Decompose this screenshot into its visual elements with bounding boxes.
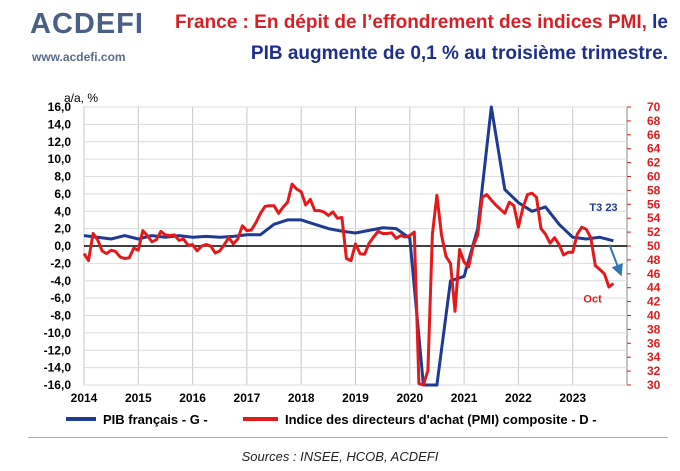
left-tick-label: 12,0 [48, 135, 72, 149]
right-tick-label: 64 [647, 142, 661, 156]
left-tick-label: -4,0 [50, 274, 71, 288]
right-tick-label: 32 [647, 364, 661, 378]
left-tick-label: -12,0 [44, 343, 72, 357]
footer-divider [28, 437, 668, 438]
trend-arrow-icon [608, 244, 623, 277]
right-tick-label: 58 [647, 183, 661, 197]
left-tick-label: 6,0 [54, 187, 71, 201]
x-tick-label: 2014 [71, 391, 98, 405]
left-tick-label: 0,0 [54, 239, 71, 253]
right-tick-label: 66 [647, 128, 661, 142]
left-tick-label: -8,0 [50, 309, 71, 323]
annotation-gdp-last: T3 23 [589, 202, 617, 214]
right-tick-label: 40 [647, 309, 661, 323]
right-tick-label: 54 [647, 211, 661, 225]
page-title-line1: France : En dépit de l’effondrement des … [175, 12, 668, 34]
right-tick-label: 44 [647, 281, 661, 295]
acdefi-logo: ACDEFI www.acdefi.com [30, 8, 160, 68]
annotation-pmi-last: Oct [583, 294, 602, 306]
right-tick-label: 48 [647, 253, 661, 267]
page-title-line2: PIB augmente de 0,1 % au troisième trime… [250, 43, 668, 64]
x-tick-label: 2016 [179, 391, 206, 405]
left-tick-label: 4,0 [54, 204, 71, 218]
left-tick-label: 16,0 [48, 100, 72, 114]
left-tick-label: -2,0 [50, 256, 71, 270]
right-tick-label: 36 [647, 336, 661, 350]
x-tick-label: 2021 [451, 391, 478, 405]
legend-label-pmi: Indice des directeurs d'achat (PMI) comp… [285, 412, 597, 427]
title-line1-tail: le [646, 12, 668, 33]
right-tick-label: 50 [647, 239, 661, 253]
series-line-pmi [82, 182, 615, 387]
x-tick-label: 2022 [505, 391, 532, 405]
left-tick-label: 2,0 [54, 222, 71, 236]
right-tick-label: 38 [647, 322, 661, 336]
title-line1-main: France : En dépit de l’effondrement des … [174, 12, 647, 33]
left-axis-ticks: 16,0 14,0 12,0 10,0 8,0 6,0 4,0 2,0 0,0 -2,0 -4,0 -… [44, 100, 72, 392]
right-tick-label: 62 [647, 156, 661, 170]
logo-url: www.acdefi.com [32, 50, 126, 64]
left-tick-label: -16,0 [44, 378, 72, 392]
x-tick-label: 2023 [559, 391, 586, 405]
right-axis-ticks: 7068666462605856545250484644424038363432… [627, 100, 661, 392]
gdp-pmi-chart: 16,0 14,0 12,0 10,0 8,0 6,0 4,0 2,0 0,0 -2,0 -4,0 -… [44, 91, 661, 427]
legend: PIB français - G - Indice des directeurs… [66, 412, 597, 427]
sources-note: Sources : INSEE, HCOB, ACDEFI [241, 449, 439, 464]
legend-label-gdp: PIB français - G - [103, 412, 208, 427]
logo-wordmark: ACDEFI [30, 8, 144, 40]
x-tick-label: 2015 [125, 391, 152, 405]
right-tick-label: 60 [647, 170, 661, 184]
left-tick-label: -14,0 [44, 361, 72, 375]
right-tick-label: 56 [647, 197, 661, 211]
x-tick-label: 2018 [288, 391, 315, 405]
right-tick-label: 68 [647, 114, 661, 128]
left-axis-label: a/a, % [64, 91, 98, 105]
left-tick-label: -6,0 [50, 291, 71, 305]
x-axis-ticks: 2014 2015 2016 2017 2018 2019 2020 2021 2022 2023 [71, 391, 587, 405]
right-tick-label: 46 [647, 267, 661, 281]
right-tick-label: 52 [647, 225, 661, 239]
right-tick-label: 42 [647, 295, 661, 309]
x-tick-label: 2020 [396, 391, 423, 405]
right-tick-label: 70 [647, 100, 661, 114]
left-tick-label: 10,0 [48, 152, 72, 166]
right-tick-label: 30 [647, 378, 661, 392]
left-tick-label: -10,0 [44, 326, 72, 340]
right-tick-label: 34 [647, 350, 661, 364]
x-tick-label: 2019 [342, 391, 369, 405]
x-tick-label: 2017 [234, 391, 261, 405]
left-tick-label: 14,0 [48, 117, 72, 131]
left-tick-label: 8,0 [54, 170, 71, 184]
